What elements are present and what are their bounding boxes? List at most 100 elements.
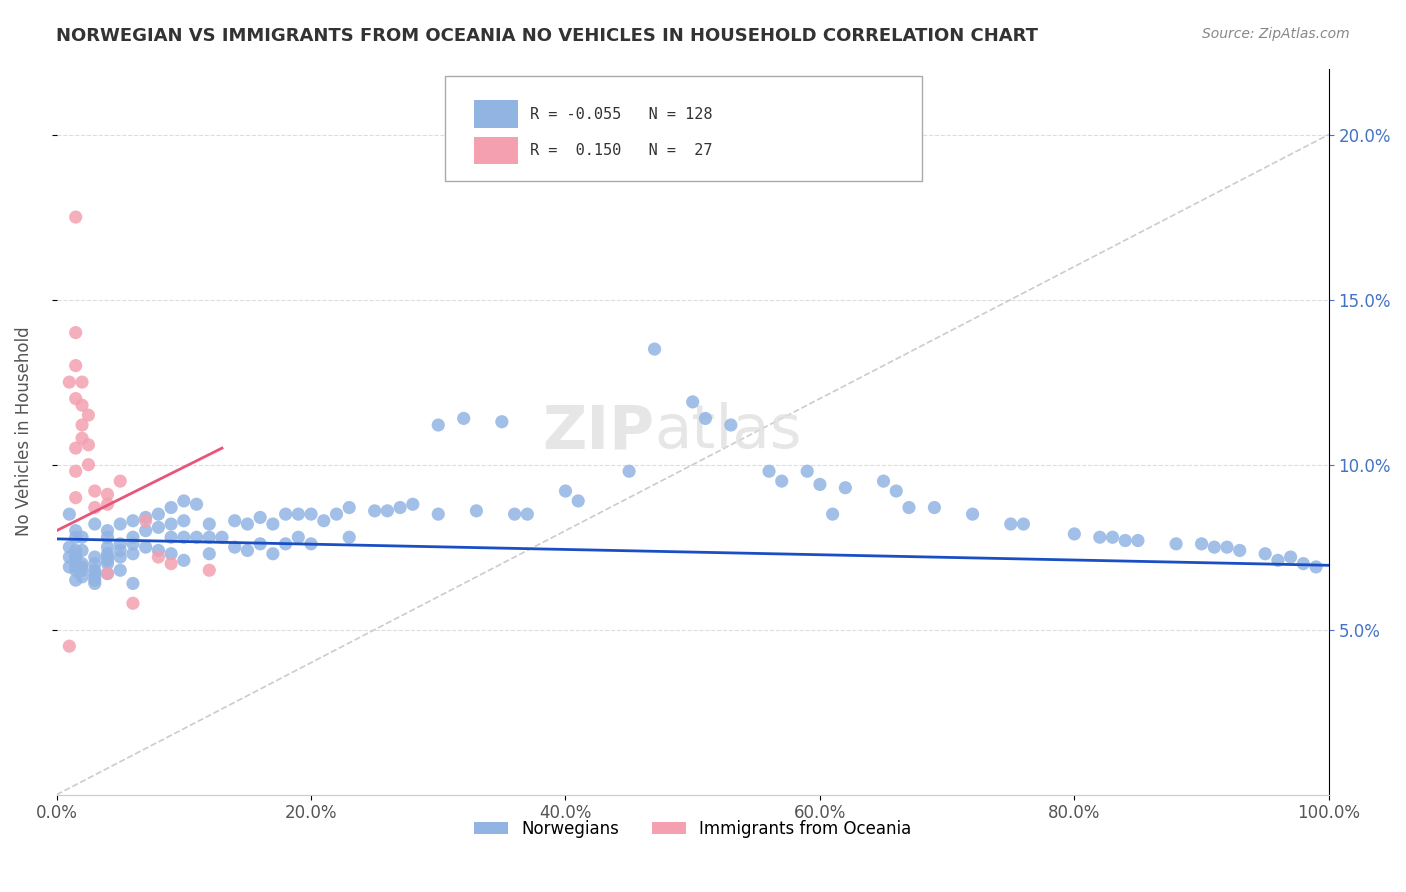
Point <box>96 566 118 581</box>
Point <box>65 359 87 373</box>
Point <box>312 514 335 528</box>
Point <box>198 563 221 577</box>
Point <box>695 411 717 425</box>
Point <box>65 549 87 564</box>
FancyBboxPatch shape <box>474 101 519 128</box>
Point <box>1012 516 1035 531</box>
Point <box>77 438 100 452</box>
Point <box>58 560 80 574</box>
Point <box>58 375 80 389</box>
Point <box>173 530 195 544</box>
Point <box>96 524 118 538</box>
Point <box>211 530 233 544</box>
Point <box>160 516 183 531</box>
Point <box>65 530 87 544</box>
Point <box>173 553 195 567</box>
Point <box>173 494 195 508</box>
Point <box>65 563 87 577</box>
Point <box>465 504 488 518</box>
Point <box>148 543 170 558</box>
Point <box>516 507 538 521</box>
Point <box>110 516 132 531</box>
Point <box>77 408 100 422</box>
Point <box>65 573 87 587</box>
Point <box>96 530 118 544</box>
Point <box>1126 533 1149 548</box>
Point <box>70 557 93 571</box>
Point <box>758 464 780 478</box>
Point <box>1088 530 1111 544</box>
Point <box>224 540 246 554</box>
Point <box>834 481 856 495</box>
Point <box>122 547 145 561</box>
Point <box>1063 527 1085 541</box>
Point <box>427 507 450 521</box>
Point <box>96 547 118 561</box>
Point <box>402 497 425 511</box>
Point <box>287 507 309 521</box>
Point <box>65 210 87 224</box>
Point <box>83 483 105 498</box>
FancyBboxPatch shape <box>444 76 922 181</box>
Point <box>427 417 450 432</box>
Text: ZIP: ZIP <box>543 402 655 461</box>
Point <box>135 510 157 524</box>
Point <box>1191 537 1213 551</box>
Point <box>148 520 170 534</box>
Point <box>65 524 87 538</box>
Point <box>808 477 831 491</box>
Point <box>491 415 513 429</box>
Point <box>70 398 93 412</box>
Text: R = -0.055   N = 128: R = -0.055 N = 128 <box>530 107 713 122</box>
Point <box>1114 533 1136 548</box>
Point <box>1305 560 1327 574</box>
Point <box>198 530 221 544</box>
Point <box>110 563 132 577</box>
Point <box>236 543 259 558</box>
Point <box>83 549 105 564</box>
Y-axis label: No Vehicles in Household: No Vehicles in Household <box>15 326 32 536</box>
Point <box>567 494 589 508</box>
Point <box>160 557 183 571</box>
Point <box>148 549 170 564</box>
Point <box>554 483 576 498</box>
Point <box>83 573 105 587</box>
Point <box>70 530 93 544</box>
Point <box>135 514 157 528</box>
Point <box>884 483 907 498</box>
Point <box>65 560 87 574</box>
Point <box>70 563 93 577</box>
Point <box>70 543 93 558</box>
Point <box>299 537 322 551</box>
Point <box>65 543 87 558</box>
Point <box>96 553 118 567</box>
Point <box>249 537 271 551</box>
Point <box>617 464 640 478</box>
Point <box>83 516 105 531</box>
Point <box>924 500 946 515</box>
Point <box>337 500 360 515</box>
Point <box>83 576 105 591</box>
Point <box>65 326 87 340</box>
Point <box>325 507 347 521</box>
Point <box>363 504 385 518</box>
Point <box>198 547 221 561</box>
Point <box>96 540 118 554</box>
Point <box>70 375 93 389</box>
Point <box>644 342 666 356</box>
Text: NORWEGIAN VS IMMIGRANTS FROM OCEANIA NO VEHICLES IN HOUSEHOLD CORRELATION CHART: NORWEGIAN VS IMMIGRANTS FROM OCEANIA NO … <box>56 27 1038 45</box>
Point <box>770 474 793 488</box>
Point <box>796 464 818 478</box>
Point <box>96 497 118 511</box>
Point <box>122 576 145 591</box>
Point <box>198 516 221 531</box>
Point <box>453 411 475 425</box>
Point <box>70 431 93 445</box>
Point <box>186 530 208 544</box>
Point <box>962 507 984 521</box>
Point <box>122 514 145 528</box>
Point <box>110 474 132 488</box>
Point <box>65 441 87 455</box>
Point <box>65 464 87 478</box>
FancyBboxPatch shape <box>474 136 519 164</box>
